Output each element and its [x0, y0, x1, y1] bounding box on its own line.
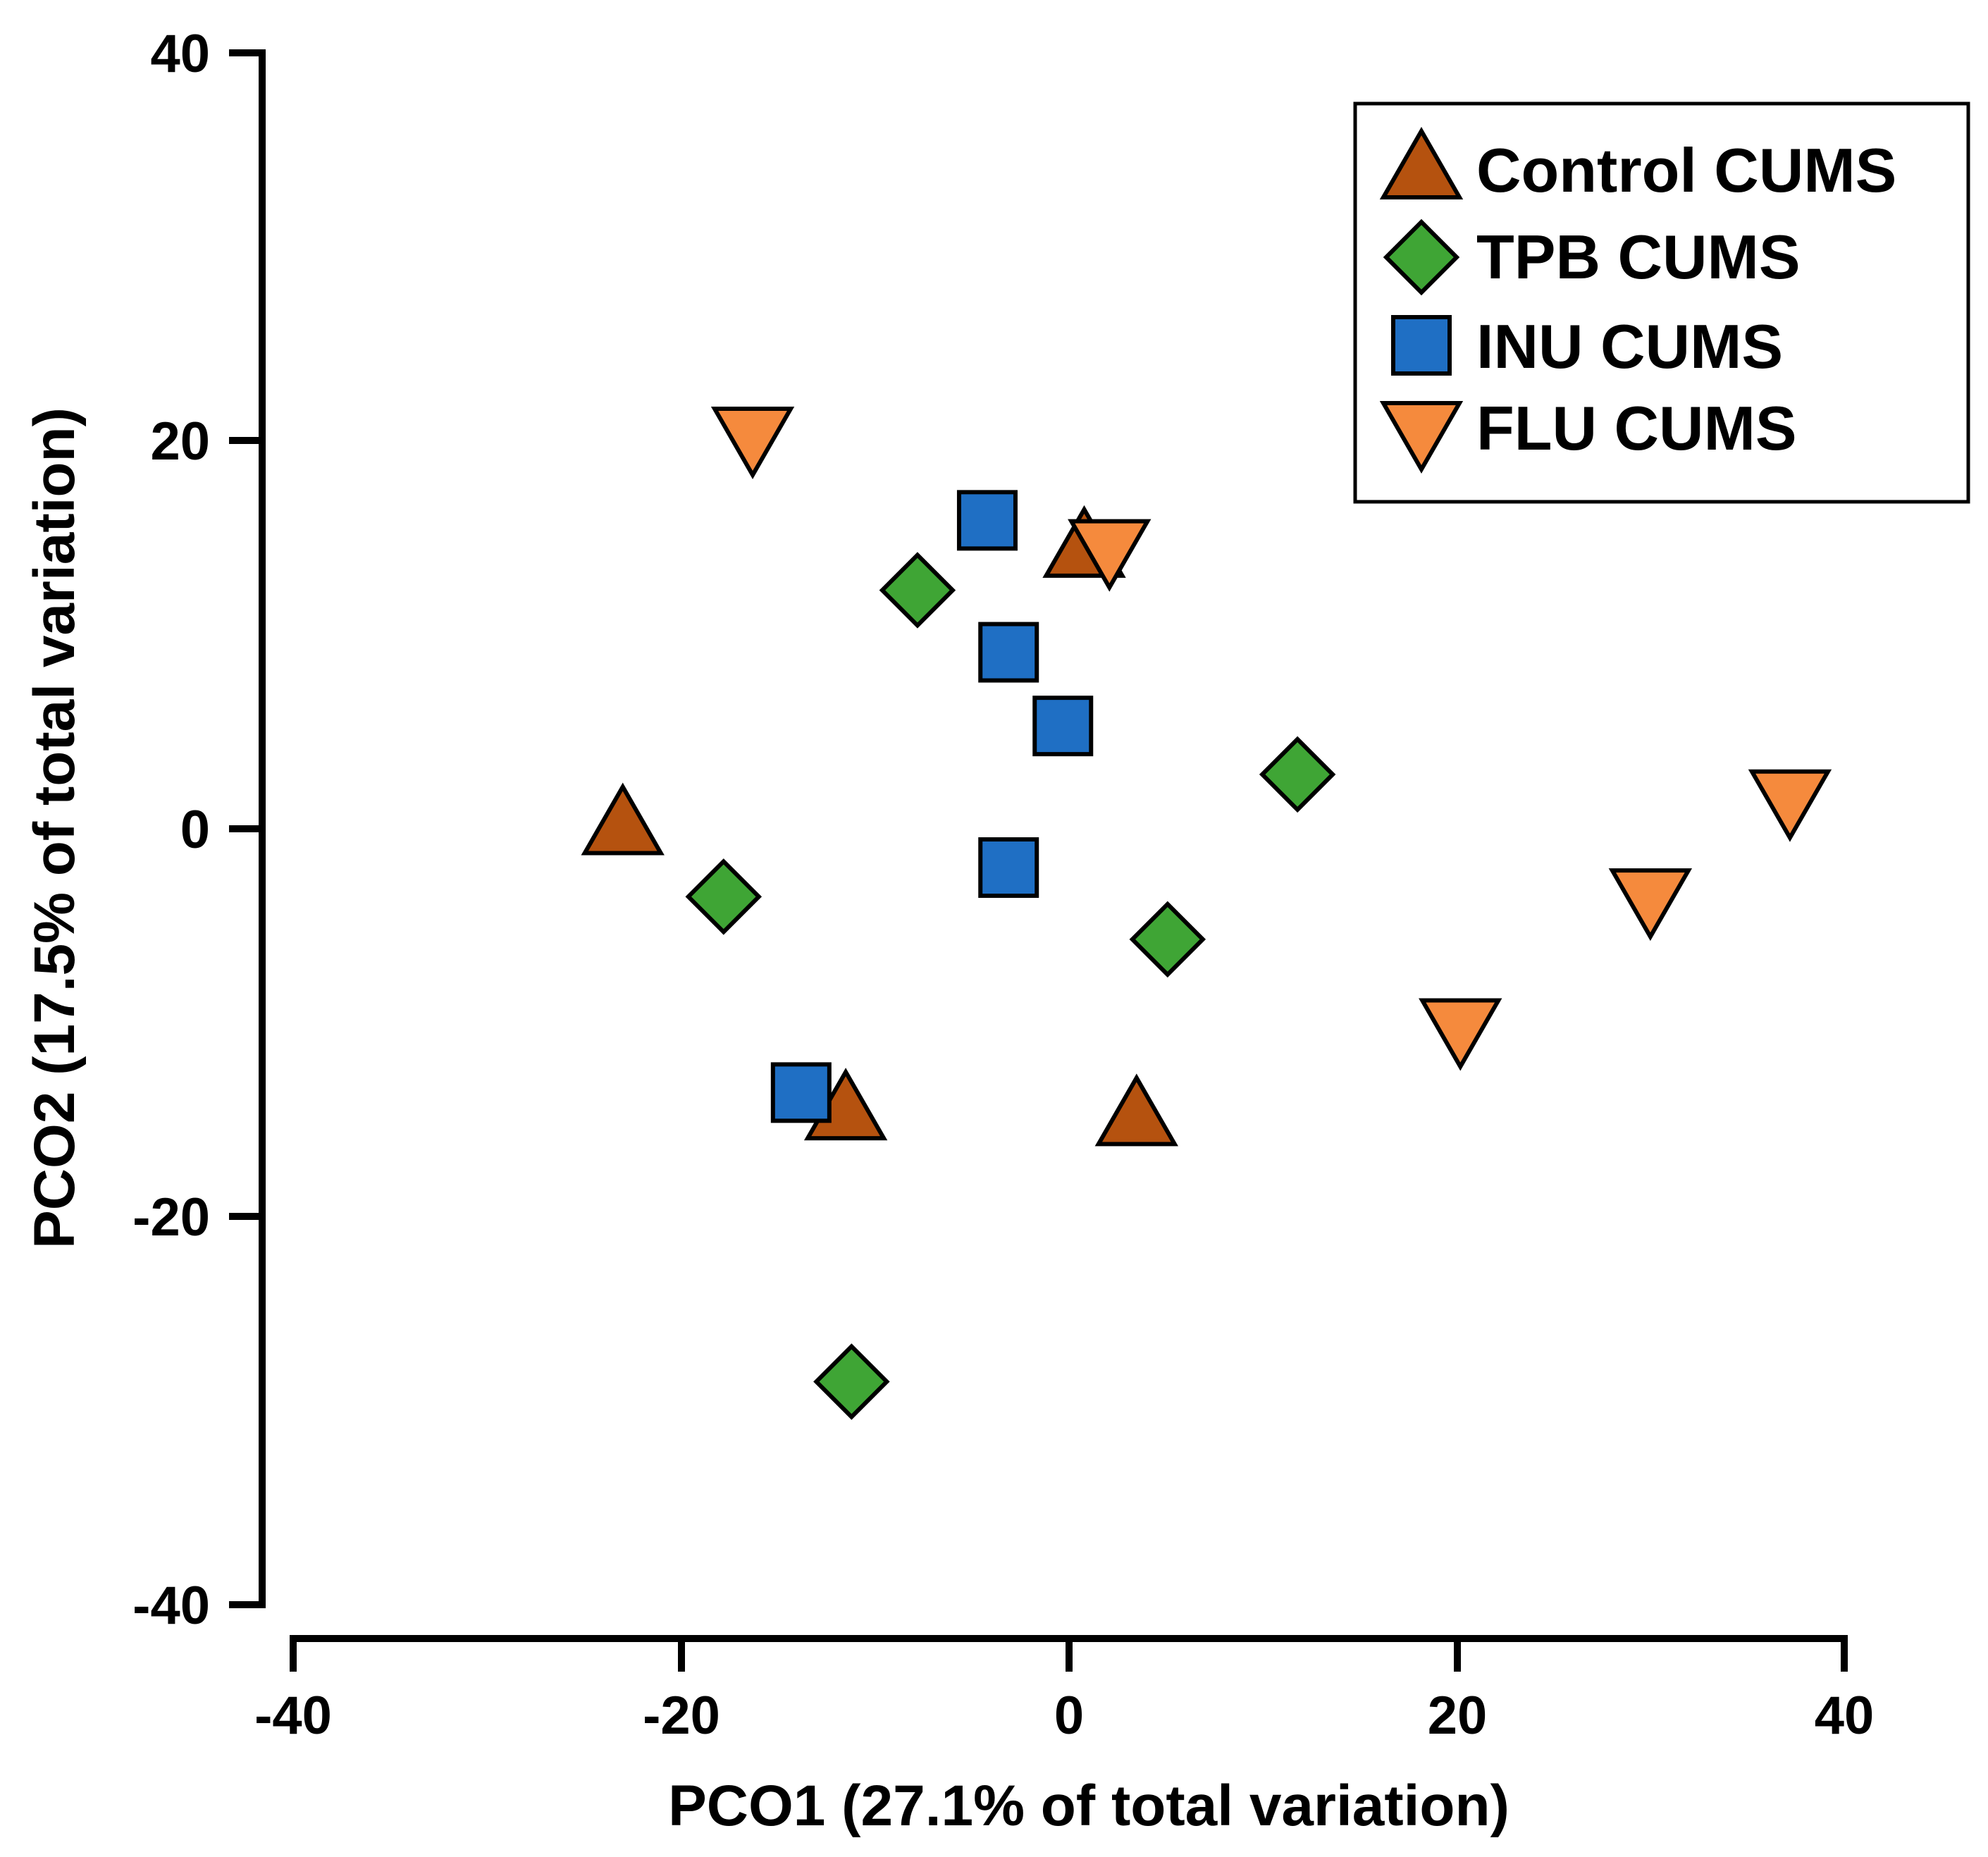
data-point-diamond: [1129, 901, 1206, 978]
x-tick-label: -40: [254, 1686, 332, 1746]
x-axis: -40 -20 0 20 40 PCO1 (27.1% of total var…: [254, 1635, 1874, 1838]
data-point-triangle-up: [1094, 1073, 1178, 1147]
x-axis-title: PCO1 (27.1% of total variation): [668, 1774, 1509, 1838]
data-point-diamond: [879, 552, 956, 629]
data-point-triangle-down: [1419, 998, 1502, 1071]
legend-label-tpb-cums: TPB CUMS: [1476, 222, 1801, 292]
series-inu-cums: [770, 490, 1094, 1123]
series-tpb-cums: [685, 552, 1336, 1420]
y-axis: 40 20 0 -20 -40 PCO2 (17.5% of total var…: [23, 24, 266, 1636]
data-point-square: [978, 622, 1039, 683]
legend-label-control-cums: Control CUMS: [1476, 135, 1896, 205]
data-point-square: [770, 1062, 832, 1123]
y-tick-label: 20: [150, 412, 210, 471]
data-point-triangle-up: [581, 782, 665, 856]
data-points: [581, 406, 1832, 1420]
data-point-diamond: [685, 858, 763, 935]
y-tick-label: 40: [150, 24, 210, 84]
legend-symbol-triangle-up: [1379, 126, 1464, 199]
y-axis-title: PCO2 (17.5% of total variation): [23, 407, 87, 1249]
data-point-triangle-down: [1608, 868, 1693, 942]
data-point-triangle-down: [1068, 519, 1152, 592]
legend-symbol-diamond: [1383, 218, 1460, 296]
legend-symbol-square: [1391, 315, 1452, 376]
data-point-square: [978, 837, 1039, 899]
y-tick-label: -20: [132, 1187, 210, 1247]
x-tick-label: 40: [1815, 1686, 1875, 1746]
series-flu-cums: [710, 406, 1832, 1071]
data-point-square: [956, 490, 1018, 551]
data-point-triangle-down: [710, 406, 795, 480]
legend-box: [1353, 101, 1970, 504]
x-tick-label: 20: [1428, 1686, 1488, 1746]
x-tick-label: 0: [1054, 1686, 1084, 1746]
series-control-cums: [581, 505, 1178, 1147]
data-point-square: [1032, 696, 1094, 757]
legend-label-inu-cums: INU CUMS: [1476, 311, 1783, 381]
y-tick-label: 0: [180, 800, 210, 860]
legend: Control CUMS TPB CUMS INU CUMS FLU CUMS: [1353, 101, 1970, 504]
legend-label-flu-cums: FLU CUMS: [1476, 393, 1797, 463]
y-tick-label: -40: [132, 1576, 210, 1636]
legend-symbols: [1379, 126, 1464, 474]
data-point-diamond: [813, 1343, 890, 1420]
legend-symbol-triangle-down: [1379, 401, 1464, 474]
data-point-diamond: [1259, 736, 1336, 813]
data-point-triangle-down: [1748, 769, 1832, 842]
x-tick-label: -20: [643, 1686, 720, 1746]
